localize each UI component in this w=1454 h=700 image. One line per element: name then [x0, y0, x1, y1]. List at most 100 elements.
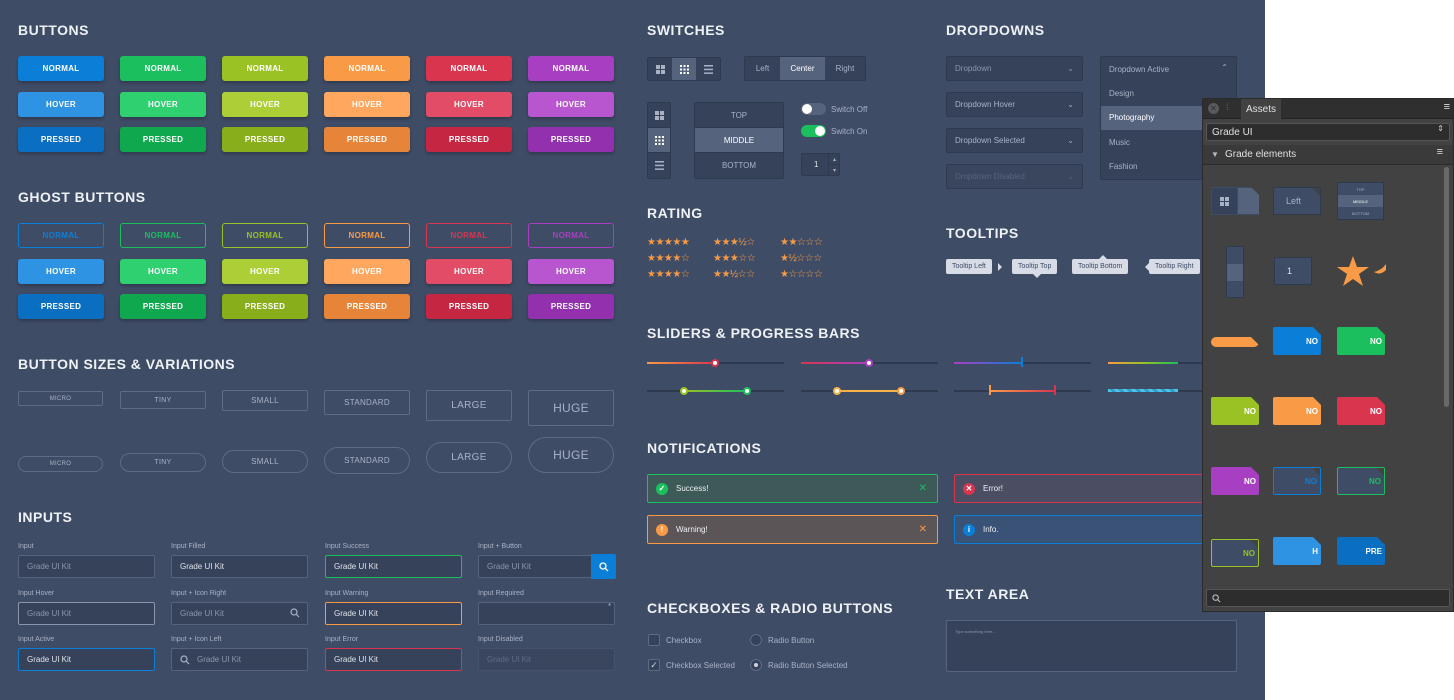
grid-view-button[interactable] [648, 58, 672, 80]
search-button[interactable] [591, 554, 616, 579]
asset-ghost-green-button-tile[interactable]: NO [1337, 467, 1385, 495]
range-slider-handle-min[interactable] [833, 387, 841, 395]
ghost-red-hover-button[interactable]: HOVER [426, 258, 512, 284]
grid-view-button[interactable] [648, 103, 670, 128]
lime-normal-button[interactable]: NORMAL [222, 56, 308, 81]
ghost-purple-hover-button[interactable]: HOVER [528, 258, 614, 284]
dropdown-selected[interactable]: Dropdown Selected ⌄ [946, 128, 1083, 153]
asset-search-input[interactable] [1206, 589, 1450, 607]
ghost-red-pressed-button[interactable]: PRESSED [426, 294, 512, 319]
ghost-lime-normal-button[interactable]: NORMAL [222, 223, 308, 248]
orange-hover-button[interactable]: HOVER [324, 91, 410, 117]
range-slider-handle-max[interactable] [743, 387, 751, 395]
dropdown-option[interactable]: Music [1109, 137, 1130, 147]
list-view-button[interactable] [696, 58, 720, 80]
rating-4-stars[interactable]: ★★★★☆ [647, 269, 690, 280]
orange-normal-button[interactable]: NORMAL [324, 56, 410, 81]
rating-4-stars[interactable]: ★★★★☆ [647, 253, 690, 264]
panel-title[interactable]: Assets [1241, 99, 1282, 119]
blue-hover-button[interactable]: HOVER [18, 91, 104, 117]
dropdown-hover[interactable]: Dropdown Hover ⌄ [946, 92, 1083, 117]
stepper-down-icon[interactable]: ▾ [828, 165, 840, 176]
asset-green-button-tile[interactable]: NO [1337, 327, 1385, 355]
dropdown-option[interactable]: Fashion [1109, 162, 1138, 172]
red-pressed-button[interactable]: PRESSED [426, 127, 512, 152]
rating-1-5-stars[interactable]: ★½☆☆☆ [780, 253, 822, 264]
small-button[interactable]: SMALL [222, 390, 308, 411]
tiny-button[interactable]: TINY [120, 391, 206, 409]
asset-lime-button-tile[interactable]: NO [1211, 397, 1259, 425]
dense-grid-view-button[interactable] [648, 128, 670, 153]
ghost-green-pressed-button[interactable]: PRESSED [120, 294, 206, 319]
checkbox[interactable] [648, 634, 660, 646]
asset-purple-button-tile[interactable]: NO [1211, 467, 1259, 495]
number-stepper[interactable]: 1 ▴ ▾ [801, 153, 840, 176]
slider-handle[interactable] [711, 359, 719, 367]
rating-2-stars[interactable]: ★★☆☆☆ [780, 237, 823, 248]
standard-rounded-button[interactable]: STANDARD [324, 447, 410, 474]
input-success[interactable]: Grade UI Kit [325, 555, 462, 578]
asset-blue-button-tile[interactable]: NO [1273, 327, 1321, 355]
red-normal-button[interactable]: NORMAL [426, 56, 512, 81]
blue-normal-button[interactable]: NORMAL [18, 56, 104, 81]
align-right-button[interactable]: Right [835, 64, 855, 73]
ghost-green-normal-button[interactable]: NORMAL [120, 223, 206, 248]
stepper-up-icon[interactable]: ▴ [828, 154, 840, 165]
input-active[interactable]: Grade UI Kit [18, 648, 155, 671]
category-header[interactable]: ▼ Grade elements ≡ [1203, 145, 1453, 165]
ghost-orange-pressed-button[interactable]: PRESSED [324, 294, 410, 319]
position-bottom-button[interactable]: BOTTOM [721, 161, 757, 170]
menu-icon[interactable]: ≡ [1443, 101, 1450, 113]
asset-position-switch[interactable]: TOP MIDDLE BOTTOM [1337, 182, 1384, 220]
position-top-button[interactable]: TOP [695, 103, 783, 128]
input-with-button[interactable]: Grade UI Kit [478, 555, 592, 578]
large-rounded-button[interactable]: LARGE [426, 442, 512, 473]
asset-vertical-switch[interactable] [1226, 246, 1244, 298]
dense-grid-view-button[interactable] [672, 58, 696, 80]
range-slider-handle-max[interactable] [1054, 385, 1056, 395]
switch-off-toggle[interactable] [801, 103, 826, 115]
input-required[interactable] [478, 602, 615, 625]
rating-1-star[interactable]: ★☆☆☆☆ [780, 269, 823, 280]
switch-on-toggle[interactable] [801, 125, 826, 137]
drag-handle-icon[interactable]: ⁞ [1226, 102, 1229, 112]
slider-handle[interactable] [1021, 357, 1023, 367]
huge-rounded-button[interactable]: HUGE [528, 437, 614, 473]
lime-pressed-button[interactable]: PRESSED [222, 127, 308, 152]
green-pressed-button[interactable]: PRESSED [120, 127, 206, 152]
tiny-rounded-button[interactable]: TINY [120, 453, 206, 472]
ghost-orange-hover-button[interactable]: HOVER [324, 258, 410, 284]
small-rounded-button[interactable]: SMALL [222, 450, 308, 473]
ghost-lime-pressed-button[interactable]: PRESSED [222, 294, 308, 319]
dropdown-option[interactable]: Design [1109, 88, 1134, 98]
purple-normal-button[interactable]: NORMAL [528, 56, 614, 81]
ghost-purple-normal-button[interactable]: NORMAL [528, 223, 614, 248]
large-button[interactable]: LARGE [426, 390, 512, 421]
ghost-blue-normal-button[interactable]: NORMAL [18, 223, 104, 248]
input-filled[interactable]: Grade UI Kit [171, 555, 308, 578]
star-icon[interactable] [1336, 254, 1386, 288]
standard-button[interactable]: STANDARD [324, 390, 410, 415]
purple-pressed-button[interactable]: PRESSED [528, 127, 614, 152]
input-error[interactable]: Grade UI Kit [325, 648, 462, 671]
input-default[interactable]: Grade UI Kit [18, 555, 155, 578]
library-select[interactable]: Grade UI ⇕ [1206, 123, 1450, 141]
asset-stepper[interactable]: 1 [1274, 257, 1312, 285]
ghost-orange-normal-button[interactable]: NORMAL [324, 223, 410, 248]
asset-orange-button-tile[interactable]: NO [1273, 397, 1321, 425]
ghost-purple-pressed-button[interactable]: PRESSED [528, 294, 614, 319]
micro-rounded-button[interactable]: MICRO [18, 456, 103, 472]
align-center-button[interactable]: Center [780, 57, 825, 80]
green-hover-button[interactable]: HOVER [120, 91, 206, 117]
range-slider-handle-max[interactable] [897, 387, 905, 395]
input-icon-left[interactable]: Grade UI Kit [171, 648, 308, 671]
ghost-blue-hover-button[interactable]: HOVER [18, 258, 104, 284]
list-view-button[interactable] [648, 153, 670, 178]
text-area[interactable]: Type something here... [946, 620, 1237, 672]
align-left-button[interactable]: Left [755, 64, 770, 73]
checkbox-selected[interactable]: ✓ [648, 659, 660, 671]
rating-3-stars[interactable]: ★★★☆☆ [713, 253, 756, 264]
radio-button[interactable] [750, 634, 762, 646]
lime-hover-button[interactable]: HOVER [222, 91, 308, 117]
input-hover[interactable]: Grade UI Kit [18, 602, 155, 625]
